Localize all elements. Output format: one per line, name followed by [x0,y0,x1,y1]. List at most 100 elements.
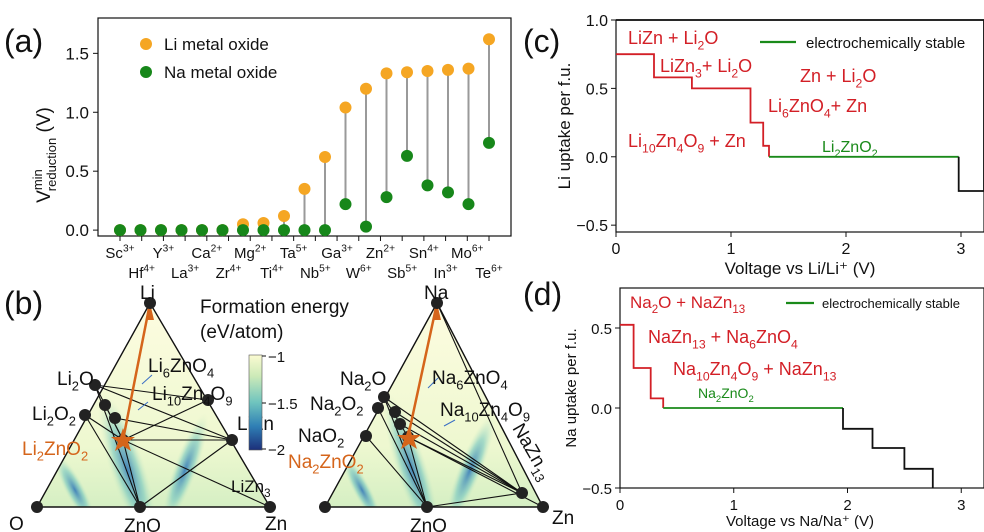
li-point [483,33,495,46]
label-part: O [54,404,69,425]
panel-d-x-ticks: 0 1 2 3 [616,488,965,514]
label-part: 4 [677,141,684,155]
panel-a-legend: Li metal oxide Na metal oxide [140,35,277,82]
na-blue-band-3 [341,454,383,507]
label-part: + Li [702,56,732,76]
x-tick-label: Mg2+ [234,244,267,262]
label-part: 2 [698,38,705,52]
li-point [360,82,372,95]
li-point [462,62,475,75]
li-arrow-li6zno4 [141,374,153,385]
na-tie-line [377,407,428,508]
na6zno4-label: Na6ZnO4 [432,368,508,393]
li-point [401,66,413,79]
label-part: NaZn [648,327,692,347]
li-tie-line [84,414,141,508]
phase-annotation: Na2O + NaZn13 [630,293,745,316]
legend-na-label: Na metal oxide [164,63,277,82]
na-point [339,198,352,211]
label-part: 10 [167,394,181,409]
label-part: 9 [697,141,704,155]
legend-na-marker [140,66,152,78]
label-part: 13 [692,337,706,351]
label-part: Zn [181,384,203,405]
label-part: Na [673,359,697,379]
label-part: LiZn [231,477,264,496]
na-arrow-na6zno4 [427,377,439,389]
label-part: 4+ [427,244,439,255]
na-point [155,224,167,237]
label-part: Hf [128,265,144,282]
panel-b: (b) [4,283,574,532]
label-part: 13 [528,465,548,485]
label-part: 3+ [188,264,200,275]
x-tick-label: Mo6+ [451,244,484,262]
label-part: 2 [337,436,344,451]
x-tick-label: Zr4+ [216,264,242,282]
label-part: Na [310,394,335,415]
li-point-zn [264,501,276,513]
label-part: Na [630,293,652,312]
phase-annotation: Na2ZnO2 [698,385,754,405]
panel-d-y-ticks: −0.5 0.0 0.5 [582,321,620,498]
na-triangle-fill [325,303,543,507]
label-part: 2+ [211,244,223,255]
panel-d-label: (d) [523,276,562,312]
li-point-o [31,501,43,513]
y-tick-label: 1.5 [65,44,89,63]
colorbar-tick-label: −2 [268,442,285,459]
label-part: Na [440,400,465,421]
x-tick-label: 1 [727,241,736,258]
x-tick-label: Sb5+ [387,264,417,282]
label-part: ZnO [124,516,161,532]
label-part: 3+ [163,244,175,255]
label-part: 4+ [272,264,284,275]
label-part: 3+ [123,244,135,255]
y-tick-label: 0.0 [586,150,608,167]
panel-c-x-ticks: 0 1 2 3 [612,232,966,258]
x-tick-label: Ti4+ [260,264,284,282]
na-point-na10zn4o9 [394,418,406,430]
y-tick-label: 0.0 [591,401,612,418]
na-point [360,220,372,233]
panel-b-label: (b) [4,285,43,321]
na-point-na [431,297,443,309]
li-point [380,67,393,80]
panel-d-y-axis-label: Na uptake per f.u. [563,328,580,447]
li-tie-line [84,414,124,441]
label-part: 10 [696,369,710,383]
li-point [421,65,434,78]
label-part: Na [698,385,716,401]
x-tick-label: Sc3+ [105,244,134,262]
label-part: 6+ [491,264,503,275]
label-part: 5+ [319,264,331,275]
label-part: Li [22,439,37,460]
label-part: Na [432,368,457,389]
label-part: ZnO [841,139,872,156]
label-part: 4 [731,369,738,383]
panel-c-y-axis-label: Li uptake per f.u. [555,63,574,190]
na-tie-line [383,396,523,494]
label-part: Li [57,369,72,390]
x-tick-label: 1 [730,497,738,514]
label-part: 2+ [255,244,267,255]
label-part: LiZn [660,56,695,76]
li-tie-line [94,384,209,401]
label-part: Zn + Li [800,66,856,86]
label-part: NaO [298,426,337,447]
label-part: 2 [716,394,721,405]
label-part: ZnO [410,516,447,532]
panel-d-legend-label: electrochemically stable [822,296,960,311]
x-tick-label: Te6+ [475,264,503,282]
li-triangle-fill [37,303,270,507]
label-part: 3 [695,66,702,80]
panel-d: (d) −0.5 0.0 0.5 0 1 2 3 Voltage vs Na/Na⁺ (V… [523,276,984,530]
label-part: O [862,66,876,86]
label-part: Sc [105,245,123,262]
na-phase-diagram: NaZnZnONa2ONa2O2NaO2Na2ZnO2Na6ZnO4Na10Zn… [288,283,574,532]
label-part: O [341,394,356,415]
na2zno2-star-marker [397,426,421,449]
panel-c-x-axis-label: Voltage vs Li/Li⁺ (V) [725,259,876,278]
label-part: 9 [751,369,758,383]
x-tick-label: Zn2+ [366,244,395,262]
